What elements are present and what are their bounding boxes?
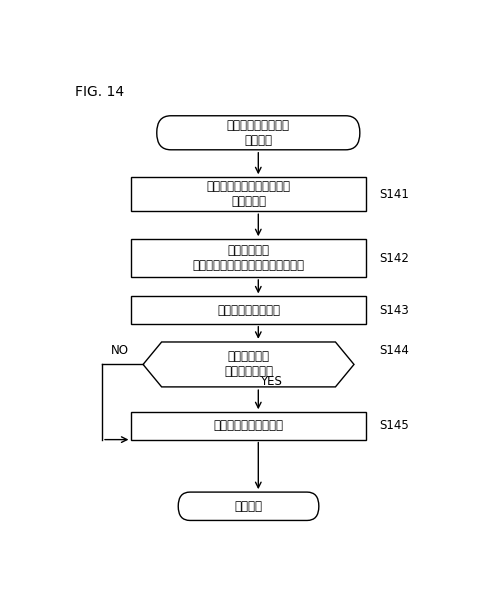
Text: リターン: リターン xyxy=(234,500,263,513)
Text: NO: NO xyxy=(111,344,129,357)
Bar xyxy=(132,412,366,440)
Text: 個人化関数更新処理
スタート: 個人化関数更新処理 スタート xyxy=(227,119,290,147)
FancyBboxPatch shape xyxy=(178,492,319,521)
Text: S142: S142 xyxy=(380,252,409,265)
Text: S144: S144 xyxy=(380,344,409,357)
Bar xyxy=(132,177,366,211)
Polygon shape xyxy=(143,342,354,387)
Text: YES: YES xyxy=(260,375,282,389)
Text: S145: S145 xyxy=(380,419,409,432)
Text: 個人化関数を更新する: 個人化関数を更新する xyxy=(214,419,284,432)
Text: FIG. 14: FIG. 14 xyxy=(75,85,124,99)
FancyBboxPatch shape xyxy=(157,116,360,150)
Text: S143: S143 xyxy=(380,303,409,317)
Text: 個人化関数に
問題がないか？: 個人化関数に 問題がないか？ xyxy=(224,351,273,378)
Bar xyxy=(132,239,366,277)
Text: 検証結果を取得する: 検証結果を取得する xyxy=(217,303,280,317)
Text: 記憶されている個人化関数
を読み出す: 記憶されている個人化関数 を読み出す xyxy=(207,181,290,208)
Text: S141: S141 xyxy=(380,188,409,201)
Bar xyxy=(132,297,366,324)
Text: 個人化関数を
検証装置に出力して検証を要求する: 個人化関数を 検証装置に出力して検証を要求する xyxy=(193,244,304,272)
